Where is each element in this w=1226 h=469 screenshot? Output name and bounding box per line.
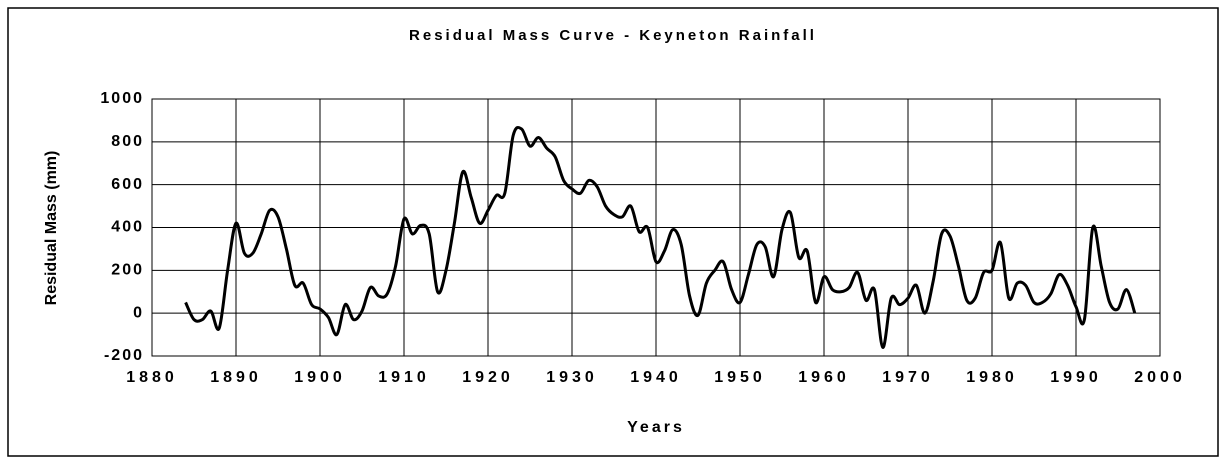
y-tick-label: 800 xyxy=(111,133,144,150)
x-tick-label: 1890 xyxy=(210,369,262,386)
chart-title: Residual Mass Curve - Keyneton Rainfall xyxy=(409,27,817,44)
y-tick-label: 0 xyxy=(133,304,144,321)
chart-border xyxy=(7,7,1219,457)
x-tick-label: 1990 xyxy=(1050,369,1102,386)
x-tick-label: 1950 xyxy=(714,369,766,386)
y-tick-label: 200 xyxy=(111,262,144,279)
x-tick-label: 1940 xyxy=(630,369,682,386)
x-tick-label: 1900 xyxy=(294,369,346,386)
x-tick-label: 1980 xyxy=(966,369,1018,386)
x-axis-label: Years xyxy=(627,419,685,436)
x-tick-label: 2000 xyxy=(1134,369,1186,386)
plot-border xyxy=(151,98,1161,357)
x-tick-label: 1880 xyxy=(126,369,178,386)
data-line xyxy=(184,125,1137,349)
y-axis-label: Residual Mass (mm) xyxy=(43,151,60,306)
y-tick-label: 600 xyxy=(111,176,144,193)
x-tick-label: 1930 xyxy=(546,369,598,386)
x-tick-label: 1960 xyxy=(798,369,850,386)
y-tick-label: -200 xyxy=(104,347,144,364)
y-tick-label: 400 xyxy=(111,219,144,236)
x-tick-label: 1970 xyxy=(882,369,934,386)
x-tick-label: 1910 xyxy=(378,369,430,386)
y-tick-label: 1000 xyxy=(100,90,144,107)
x-tick-label: 1920 xyxy=(462,369,514,386)
